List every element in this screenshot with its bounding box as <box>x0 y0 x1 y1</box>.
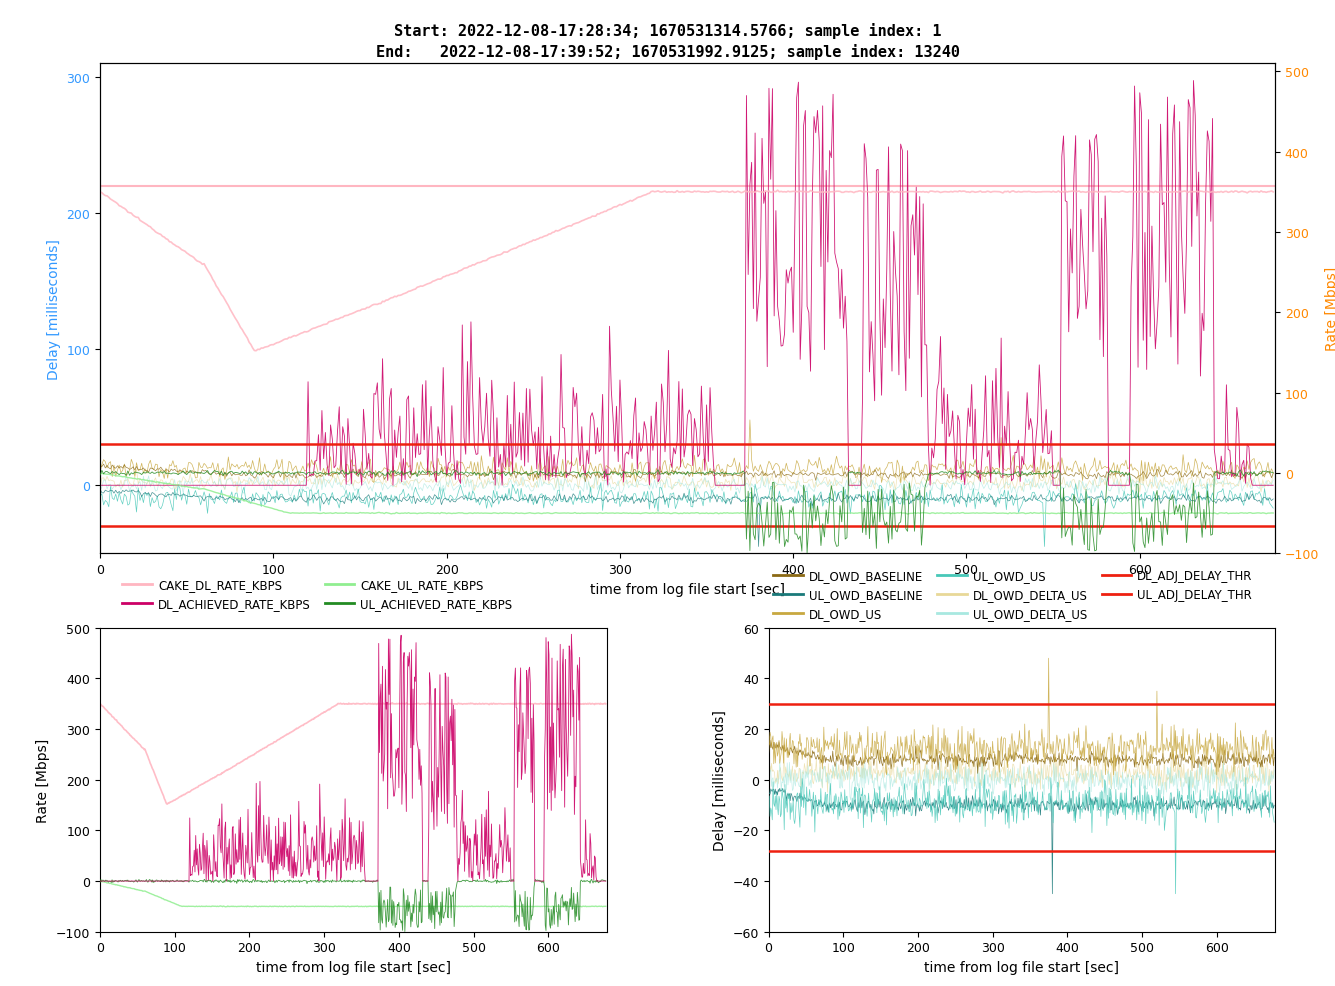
Y-axis label: Delay [milliseconds]: Delay [milliseconds] <box>713 710 726 850</box>
Y-axis label: Rate [Mbps]: Rate [Mbps] <box>36 738 51 822</box>
X-axis label: time from log file start [sec]: time from log file start [sec] <box>256 960 451 974</box>
Text: Start: 2022-12-08-17:28:34; 1670531314.5766; sample index: 1: Start: 2022-12-08-17:28:34; 1670531314.5… <box>394 23 941 38</box>
X-axis label: time from log file start [sec]: time from log file start [sec] <box>924 960 1119 974</box>
Y-axis label: Delay [milliseconds]: Delay [milliseconds] <box>47 239 61 380</box>
X-axis label: time from log file start [sec]: time from log file start [sec] <box>590 582 785 596</box>
Y-axis label: Rate [Mbps]: Rate [Mbps] <box>1324 267 1335 351</box>
Legend: DL_OWD_BASELINE, UL_OWD_BASELINE, DL_OWD_US, UL_OWD_US, DL_OWD_DELTA_US, UL_OWD_: DL_OWD_BASELINE, UL_OWD_BASELINE, DL_OWD… <box>769 565 1258 625</box>
Text: End:   2022-12-08-17:39:52; 1670531992.9125; sample index: 13240: End: 2022-12-08-17:39:52; 1670531992.912… <box>375 44 960 60</box>
